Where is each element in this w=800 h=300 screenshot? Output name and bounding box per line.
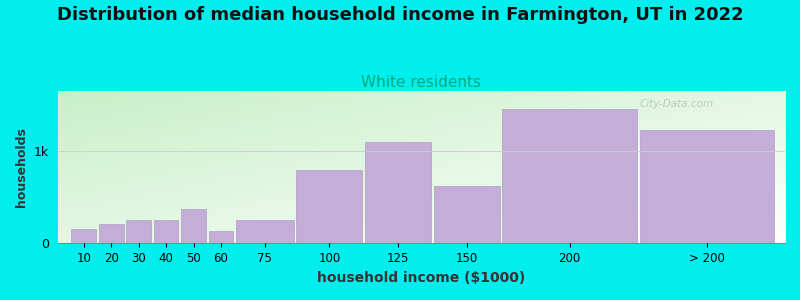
Text: City-Data.com: City-Data.com [639, 99, 714, 109]
Text: Distribution of median household income in Farmington, UT in 2022: Distribution of median household income … [57, 6, 743, 24]
Bar [297, 169, 362, 243]
Bar [209, 231, 234, 243]
Bar [154, 220, 178, 243]
Bar [126, 220, 151, 243]
Bar [365, 142, 431, 243]
Bar [182, 209, 206, 243]
Bar [434, 186, 499, 243]
Bar [639, 130, 774, 243]
X-axis label: household income ($1000): household income ($1000) [318, 271, 526, 285]
Bar [71, 229, 96, 243]
Y-axis label: households: households [15, 128, 28, 207]
Bar [236, 220, 294, 243]
Bar [502, 109, 637, 243]
Title: White residents: White residents [362, 75, 482, 90]
Bar [99, 224, 123, 243]
